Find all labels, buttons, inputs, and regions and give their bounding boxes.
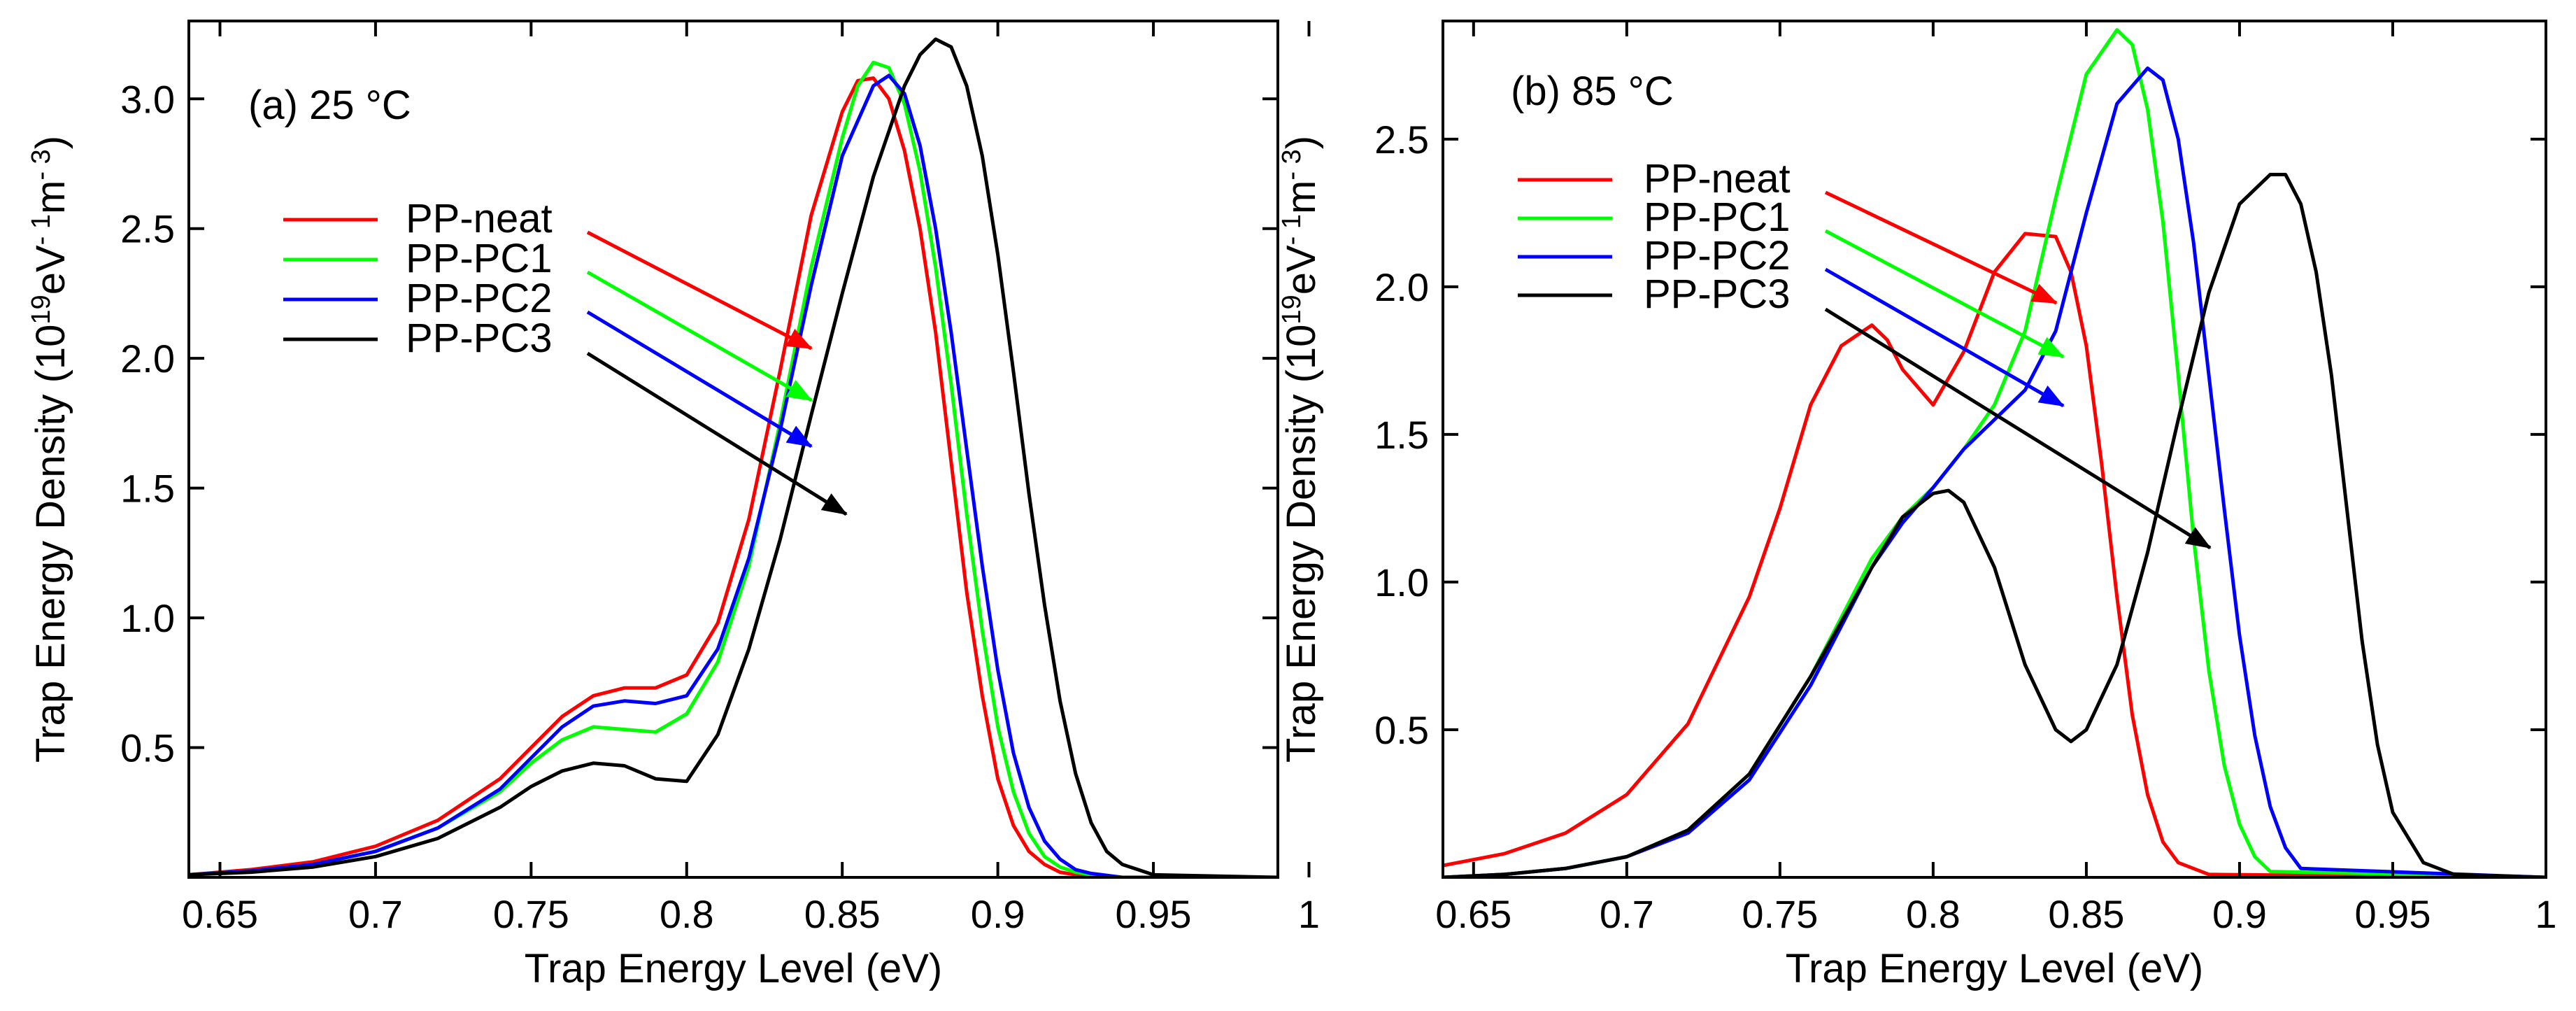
y-label-sup1: 19 xyxy=(27,295,56,324)
x-tick-label: 0.75 xyxy=(1742,892,1818,936)
y-tick-label: 2.0 xyxy=(120,337,175,381)
y-label-units: (10 xyxy=(1279,325,1324,383)
x-tick-label: 0.65 xyxy=(1435,892,1511,936)
legend-arrow-pp-pc3 xyxy=(586,351,848,516)
x-tick-label: 0.85 xyxy=(804,892,881,936)
y-label-sup1: 19 xyxy=(1277,295,1307,324)
legend-arrow-pp-neat xyxy=(586,230,813,351)
y-label-sup2: - 1 xyxy=(27,214,56,245)
y-tick-label: 1.0 xyxy=(120,596,175,640)
legend-arrow-pp-pc3 xyxy=(1824,307,2212,550)
x-tick-label: 0.7 xyxy=(1600,892,1654,936)
y-tick-label: 2.5 xyxy=(1374,118,1429,162)
legend-label-pp-neat: PP-neat xyxy=(1644,156,1791,202)
x-axis-label: Trap Energy Level (eV) xyxy=(525,946,942,991)
legend-label-pp-pc1: PP-PC1 xyxy=(406,236,553,281)
series-line-pp-neat xyxy=(189,76,1278,877)
x-tick-label: 0.75 xyxy=(493,892,569,936)
legend-label-pp-pc3: PP-PC3 xyxy=(406,316,553,361)
y-axis-label: Trap Energy Density (1019eV- 1m- 3) xyxy=(1277,136,1324,763)
y-tick-label: 1.0 xyxy=(1374,560,1429,605)
y-label-main: Trap Energy Density xyxy=(1279,383,1324,763)
y-tick-label: 2.5 xyxy=(120,207,175,251)
x-tick-label: 0.95 xyxy=(2354,892,2431,936)
series-line-pp-neat xyxy=(1443,232,2546,877)
x-tick-label: 0.65 xyxy=(182,892,258,936)
x-tick-label: 0.8 xyxy=(1906,892,1961,936)
y-tick-label: 1.5 xyxy=(120,467,175,511)
legend-arrow-pp-pc2 xyxy=(586,310,813,448)
x-tick-label: 1 xyxy=(1298,892,1320,936)
series-line-pp-pc3 xyxy=(189,37,1278,877)
y-label-sup3: - 3 xyxy=(1277,149,1307,180)
series-line-pp-pc2 xyxy=(189,73,1278,877)
y-tick-label: 2.0 xyxy=(1374,265,1429,309)
y-tick-label: 0.5 xyxy=(120,726,175,770)
legend-label-pp-pc1: PP-PC1 xyxy=(1644,195,1791,240)
x-tick-label: 0.7 xyxy=(348,892,403,936)
y-label-main: Trap Energy Density xyxy=(28,383,73,763)
panel-label: (b) 85 °C xyxy=(1511,69,1674,114)
axes-frame xyxy=(1442,20,2547,879)
y-label-close: ) xyxy=(1279,136,1324,149)
y-label-mid: eV xyxy=(28,245,73,295)
legend-label-pp-pc3: PP-PC3 xyxy=(1644,271,1791,317)
legend-arrow-pp-neat xyxy=(1824,190,2058,305)
panel-label: (a) 25 °C xyxy=(248,83,411,128)
y-label-mid: eV xyxy=(1279,245,1324,295)
axes-frame xyxy=(187,20,1279,879)
legend-arrow-pp-pc1 xyxy=(586,270,813,402)
x-axis-label: Trap Energy Level (eV) xyxy=(1786,946,2203,991)
x-tick-label: 0.95 xyxy=(1116,892,1192,936)
y-label-m: m xyxy=(28,181,73,214)
y-label-units: (10 xyxy=(28,325,73,383)
y-tick-label: 3.0 xyxy=(120,77,175,121)
y-label-m: m xyxy=(1279,181,1324,214)
legend-arrow-pp-pc1 xyxy=(1824,229,2065,359)
y-label-close: ) xyxy=(28,136,73,149)
y-tick-label: 0.5 xyxy=(1374,708,1429,752)
y-axis-label: Trap Energy Density (1019eV- 1m- 3) xyxy=(27,136,73,763)
y-label-sup2: - 1 xyxy=(1277,214,1307,245)
y-label-sup3: - 3 xyxy=(27,149,56,180)
x-tick-label: 0.85 xyxy=(2048,892,2124,936)
legend-label-pp-pc2: PP-PC2 xyxy=(1644,233,1791,278)
series-line-pp-pc1 xyxy=(189,60,1278,877)
series-line-pp-pc3 xyxy=(1443,173,2546,877)
legend-label-pp-neat: PP-neat xyxy=(406,196,553,241)
panel-b: 0.65 0.7 0.75 0.8 0.85 0.9 0.95 1 0.5 1.0 1.5 2.0 2.… xyxy=(1277,20,2557,991)
x-tick-label: 1 xyxy=(2535,892,2556,936)
legend-label-pp-pc2: PP-PC2 xyxy=(406,276,553,321)
series-line-pp-pc2 xyxy=(1443,66,2546,877)
x-tick-label: 0.8 xyxy=(660,892,714,936)
x-tick-label: 0.9 xyxy=(2212,892,2267,936)
y-tick-label: 1.5 xyxy=(1374,413,1429,457)
legend-arrow-pp-pc2 xyxy=(1824,267,2065,408)
x-tick-label: 0.9 xyxy=(971,892,1025,936)
panel-a: 0.65 0.7 0.75 0.8 0.85 0.9 0.95 1 0.5 1.0 1.5 2.0 2.… xyxy=(27,20,1320,991)
